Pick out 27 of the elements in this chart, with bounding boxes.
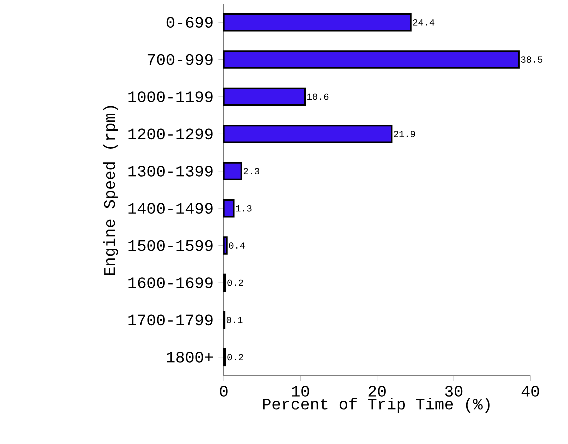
- x-axis-title: Percent of Trip Time (%): [263, 398, 490, 413]
- y-tick-label: 0-699: [166, 17, 213, 28]
- data-label: 2.3: [244, 168, 260, 175]
- data-label: 10.6: [308, 94, 329, 100]
- y-tick-label: 1600-1699: [128, 278, 213, 288]
- y-tick-label: 1000-1199: [128, 92, 213, 102]
- data-label: 1.3: [236, 205, 252, 212]
- data-label: 0.2: [228, 354, 244, 361]
- y-tick-label: 1700-1799: [128, 314, 213, 326]
- data-label: 0.1: [226, 317, 243, 324]
- y-tick-label: 700-999: [148, 54, 213, 66]
- x-tick-label: 0: [220, 386, 228, 397]
- x-tick-label: 40: [522, 386, 540, 397]
- y-tick-label: 1500-1599: [128, 240, 213, 252]
- data-label: 0.4: [229, 242, 245, 249]
- data-label: 21.9: [394, 131, 416, 138]
- y-tick-label: 1400-1499: [128, 203, 213, 214]
- x-tick-label: 10: [292, 386, 310, 397]
- y-tick-label: 1300-1399: [128, 166, 213, 177]
- x-tick-label: 20: [368, 386, 386, 397]
- y-tick-label: 1800+: [167, 352, 214, 363]
- data-label: 0.2: [228, 280, 244, 286]
- y-axis-title: Engine Speed (rpm): [103, 106, 118, 276]
- data-label: 38.5: [521, 56, 543, 63]
- y-tick-label: 1200-1299: [128, 128, 213, 140]
- x-tick-label: 30: [445, 386, 463, 397]
- data-label: 24.4: [413, 19, 435, 26]
